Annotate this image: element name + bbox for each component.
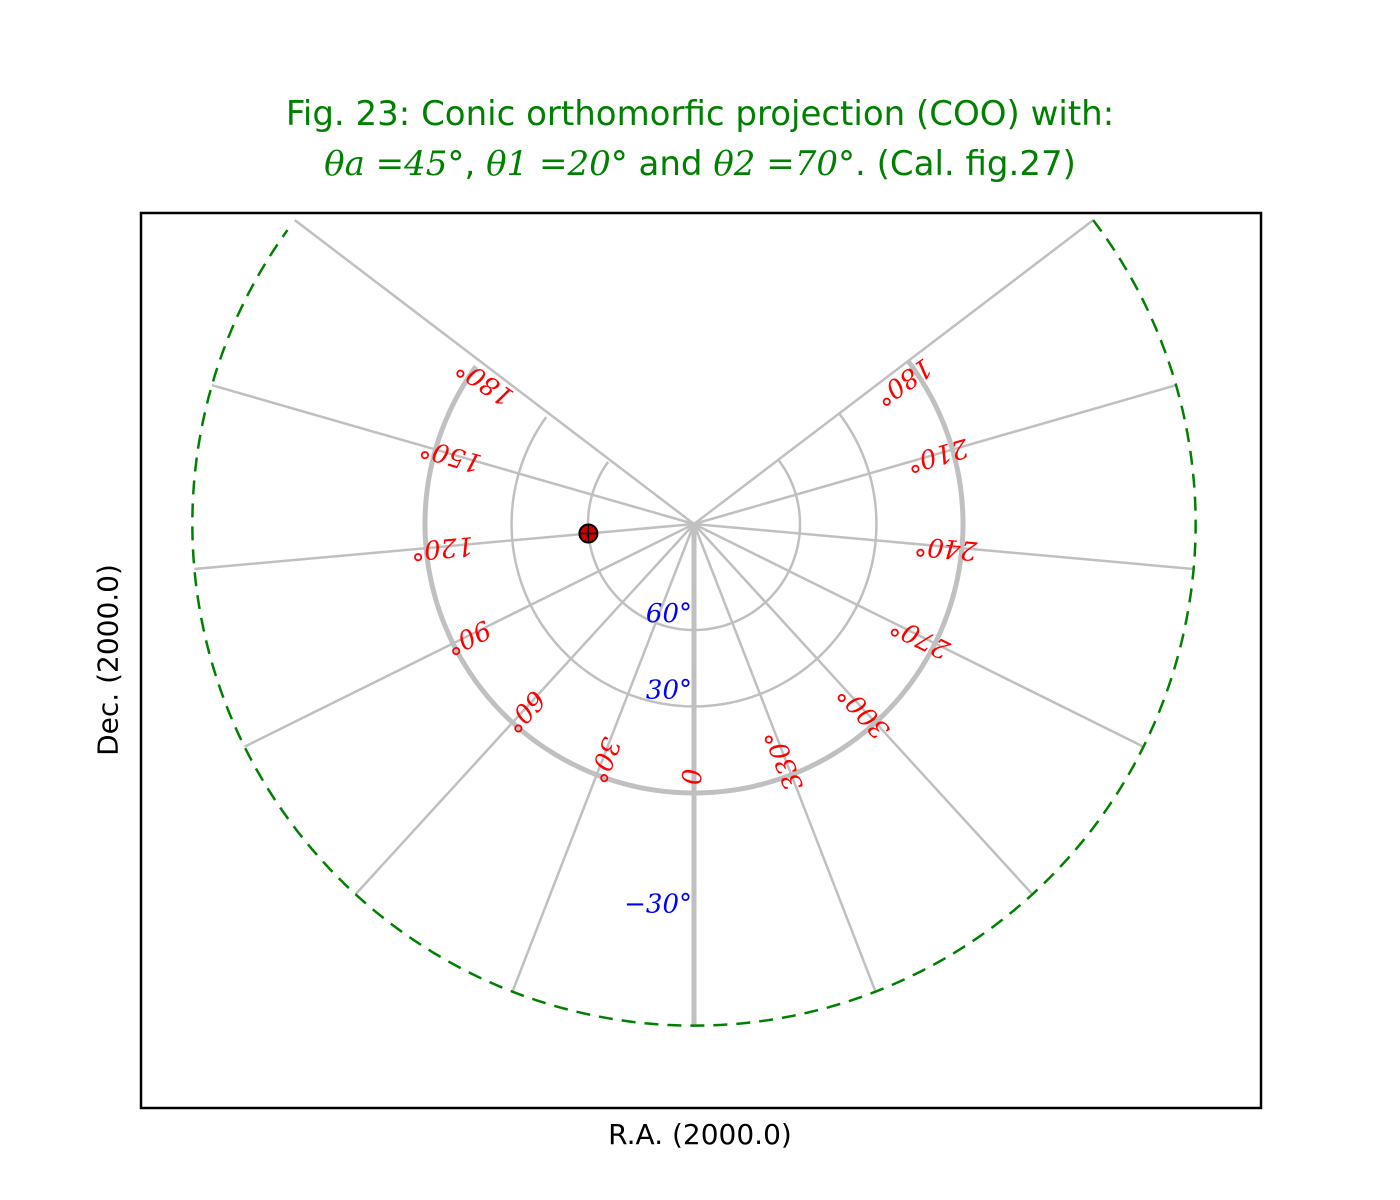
- meridian-label: 180°: [869, 352, 938, 412]
- meridian-line: [243, 522, 695, 748]
- parallel-line: [510, 412, 878, 708]
- meridian-label: 30°: [581, 733, 626, 787]
- title-theta-1: θ1 =20°: [486, 144, 628, 184]
- meridian-label: 150°: [416, 432, 485, 478]
- meridian-label: 0: [678, 769, 708, 786]
- parallel-label: 30°: [646, 675, 692, 705]
- title-theta-2: θ2 =70°: [713, 144, 855, 184]
- meridian-line: [294, 219, 695, 525]
- equator-line: [422, 359, 966, 796]
- meridian-line: [194, 522, 695, 571]
- chart-title-line-2: θa =45°, θ1 =20° and θ2 =70°. (Cal. fig.…: [0, 144, 1400, 184]
- meridian-label: 210°: [903, 432, 972, 478]
- parallel-label: 60°: [646, 599, 692, 629]
- graticule: [191, 219, 1197, 1027]
- title-theta-a: θa =45°: [324, 144, 465, 184]
- plot-frame: [139, 211, 1263, 1110]
- parallel-label: −30°: [624, 890, 692, 920]
- y-axis-label: Dec. (2000.0): [91, 564, 125, 756]
- projection-border: [191, 219, 1197, 1027]
- meridian-label: 180°: [451, 352, 520, 412]
- meridian-line: [211, 383, 695, 526]
- meridian-label: 240°: [913, 530, 979, 566]
- meridian-line: [693, 522, 1194, 571]
- meridian-line: [693, 219, 1094, 525]
- meridian-line: [354, 523, 695, 896]
- title-and: and: [627, 144, 714, 184]
- x-axis-label: R.A. (2000.0): [608, 1118, 792, 1151]
- title-end: . (Cal. fig.27): [855, 144, 1076, 184]
- meridian-line: [511, 523, 696, 993]
- marker-layer: [578, 523, 599, 544]
- meridian-line: [692, 523, 877, 993]
- meridian-line: [693, 522, 1145, 748]
- title-sep: ,: [464, 144, 487, 184]
- meridian-line: [693, 523, 1034, 896]
- meridian-label: 90°: [441, 614, 496, 661]
- chart-title-line-1: Fig. 23: Conic orthomorfic projection (C…: [285, 94, 1115, 134]
- meridian-line: [693, 383, 1177, 526]
- meridian-label: 120°: [410, 530, 475, 565]
